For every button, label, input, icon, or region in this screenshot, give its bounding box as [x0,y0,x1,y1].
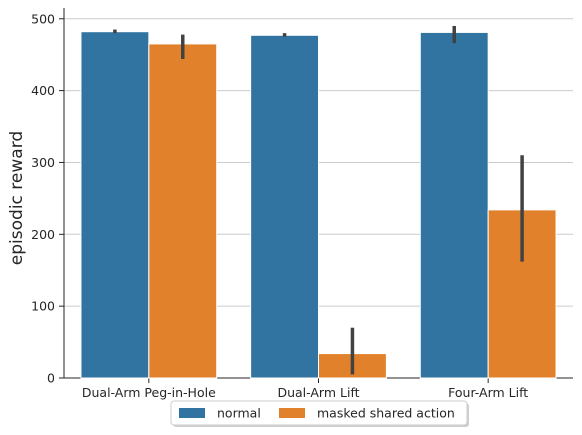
x-tick-label: Dual-Arm Peg-in-Hole [82,385,216,400]
y-tick-label: 0 [47,371,55,386]
legend: normal masked shared action [170,400,469,427]
legend-label: masked shared action [317,406,455,421]
y-tick-label: 400 [31,83,55,98]
y-tick-label: 100 [31,299,55,314]
error-bars [113,25,524,375]
x-tick-labels: Dual-Arm Peg-in-Hole Dual-Arm Lift Four-Ar… [82,385,528,400]
y-tick-labels: 0 100 200 300 400 500 [31,11,55,385]
legend-label: normal [217,406,261,421]
bar-normal-2 [419,31,489,379]
bars [80,31,557,379]
x-tick-label: Four-Arm Lift [448,385,528,400]
legend-frame [170,400,468,426]
y-tick-label: 500 [31,11,55,26]
y-tick-label: 300 [31,155,55,170]
legend-swatch [279,408,305,418]
bar-normal-1 [250,34,319,379]
bar-normal-0 [80,31,150,379]
y-tick-label: 200 [31,227,55,242]
x-tick-label: Dual-Arm Lift [277,385,359,400]
bar-masked-shared-action-0 [148,43,218,379]
legend-swatch [179,408,205,418]
y-axis-label: episodic reward [7,131,27,265]
